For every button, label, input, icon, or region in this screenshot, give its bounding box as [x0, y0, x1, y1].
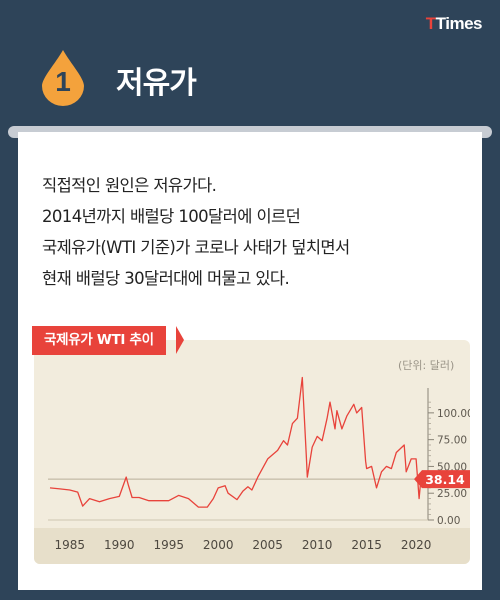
wti-price-line — [49, 376, 424, 508]
x-axis-band — [34, 528, 470, 564]
x-tick-label: 1985 — [55, 538, 86, 552]
y-tick-label: 25.00 — [437, 488, 467, 500]
section-number: 1 — [55, 66, 71, 97]
y-tick-label: 0.00 — [437, 515, 460, 527]
brand-logo-rest: Times — [435, 14, 483, 33]
drop-icon — [42, 50, 84, 106]
description-line: 국제유가(WTI 기준)가 코로나 사태가 덮치면서 — [42, 238, 350, 257]
y-tick-label: 75.00 — [437, 435, 467, 447]
chart-panel: 0.0025.0050.0075.00100.00198519901995200… — [34, 340, 470, 564]
unit-label: (단위: 달러) — [398, 359, 455, 372]
description-line: 현재 배럴당 30달러대에 머물고 있다. — [42, 269, 290, 288]
x-tick-label: 2020 — [401, 538, 432, 552]
description-line: 2014년까지 배럴당 100달러에 이르던 — [42, 207, 301, 226]
chart-title-tag-tail — [176, 326, 184, 354]
x-tick-label: 2005 — [252, 538, 283, 552]
x-tick-label: 1990 — [104, 538, 135, 552]
section-title: 저유가 — [116, 66, 197, 101]
x-tick-label: 2010 — [302, 538, 333, 552]
wti-line-chart: 0.0025.0050.0075.00100.00198519901995200… — [34, 376, 470, 564]
chart-title-tag: 국제유가 WTI 추이 — [32, 326, 166, 355]
brand-logo: TTimes — [425, 14, 483, 34]
y-tick-label: 100.00 — [437, 408, 470, 420]
current-value-label: 38.14 — [425, 472, 465, 487]
description: 직접적인 원인은 저유가다. 2014년까지 배럴당 100달러에 이르던 국제… — [42, 170, 462, 294]
x-tick-label: 2015 — [351, 538, 382, 552]
x-tick-label: 1995 — [153, 538, 184, 552]
description-line: 직접적인 원인은 저유가다. — [42, 176, 217, 195]
current-value-badge — [414, 470, 470, 489]
x-tick-label: 2000 — [203, 538, 234, 552]
brand-logo-t: T — [425, 14, 436, 33]
